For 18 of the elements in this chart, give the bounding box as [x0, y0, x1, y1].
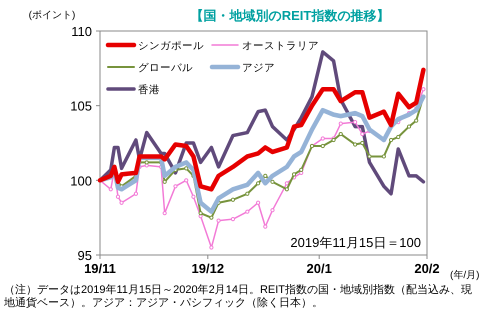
- x-tick-label: 20/2: [414, 261, 440, 276]
- legend-label: アジア: [242, 62, 275, 74]
- x-tick-label: 19/11: [84, 261, 116, 276]
- legend-label: シンガポール: [138, 40, 204, 52]
- y-tick-label: 95: [78, 248, 92, 263]
- text: （注）データは2019年11月15日～2020年2月14日。REIT指数の国・地域別指数（配当込み、現地通貨ベース）。アジア：アジア・パシフィック（除く日本）。: [4, 284, 474, 310]
- legend-label: グローバル: [138, 62, 193, 74]
- x-tick-label: 20/1: [306, 261, 332, 276]
- y-axis-title: (ポイント): [28, 10, 76, 21]
- y-tick-label: 105: [70, 98, 92, 114]
- y-tick-label: 110: [71, 24, 92, 39]
- y-tick-label: 100: [70, 173, 92, 188]
- x-axis-title: (年/月): [450, 269, 480, 281]
- annotation: 2019年11月15日＝100: [290, 235, 421, 250]
- x-tick-label: 19/12: [192, 261, 224, 276]
- chart-title: 【国・地域別のREIT指数の推移】: [190, 8, 390, 23]
- legend-label: 香港: [138, 83, 160, 96]
- legend-label: オーストラリア: [242, 40, 319, 52]
